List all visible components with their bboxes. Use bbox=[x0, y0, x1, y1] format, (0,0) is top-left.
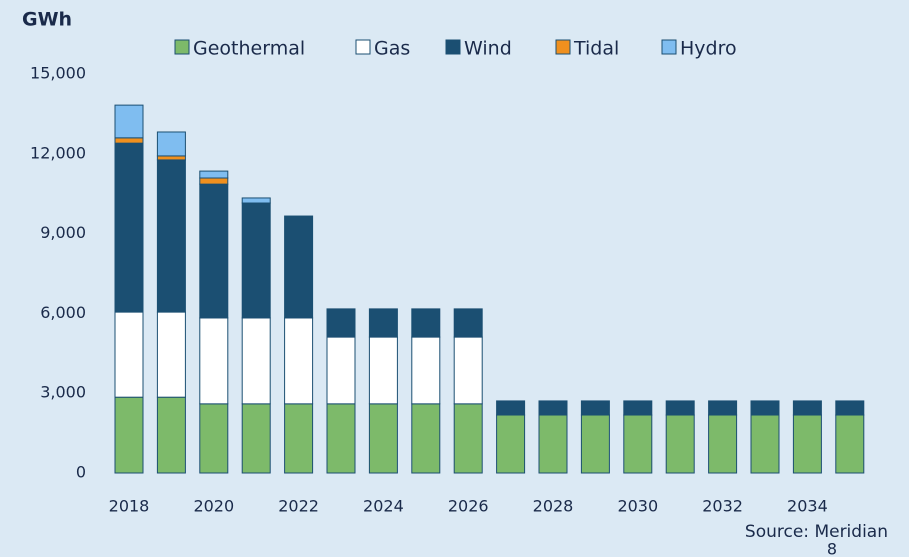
bar-segment bbox=[368, 403, 398, 474]
legend-label: Geothermal bbox=[193, 38, 305, 60]
bar-segment bbox=[708, 400, 738, 416]
bar-segment bbox=[453, 403, 483, 474]
bar-segment bbox=[199, 403, 229, 474]
bar-segment bbox=[114, 137, 144, 144]
bar-segment bbox=[199, 317, 229, 405]
bar-segment bbox=[284, 215, 314, 319]
bar-segment bbox=[156, 155, 186, 161]
y-tick-label: 6,000 bbox=[40, 303, 86, 322]
bar-segment bbox=[156, 311, 186, 398]
x-tick-label: 2020 bbox=[193, 497, 234, 516]
legend-label: Wind bbox=[464, 38, 512, 60]
x-tick-label: 2018 bbox=[109, 497, 150, 516]
legend-swatch bbox=[445, 39, 461, 55]
y-tick-label: 12,000 bbox=[30, 143, 86, 162]
bar-segment bbox=[156, 131, 186, 157]
bar-segment bbox=[241, 403, 271, 474]
bar-segment bbox=[114, 104, 144, 139]
legend-swatch bbox=[555, 39, 571, 55]
bar-segment bbox=[368, 336, 398, 405]
y-tick-label: 0 bbox=[76, 463, 86, 482]
bar-segment bbox=[284, 403, 314, 474]
bar-segment bbox=[835, 414, 865, 474]
y-tick-label: 15,000 bbox=[30, 64, 86, 83]
x-tick-label: 2034 bbox=[787, 497, 828, 516]
bar-segment bbox=[538, 400, 568, 416]
bar-segment bbox=[114, 311, 144, 398]
bar-segment bbox=[496, 414, 526, 474]
legend-label: Gas bbox=[374, 38, 410, 60]
y-tick-label: 9,000 bbox=[40, 223, 86, 242]
bar-segment bbox=[241, 317, 271, 405]
x-tick-label: 2026 bbox=[448, 497, 489, 516]
bar-segment bbox=[114, 142, 144, 313]
bar-segment bbox=[623, 414, 653, 474]
bar-segment bbox=[199, 183, 229, 319]
bar-segment bbox=[241, 202, 271, 319]
bar-segment bbox=[241, 197, 271, 204]
x-tick-label: 2028 bbox=[533, 497, 574, 516]
bar-segment bbox=[708, 414, 738, 474]
bar-segment bbox=[750, 414, 780, 474]
x-tick-label: 2022 bbox=[278, 497, 319, 516]
y-tick-label: 3,000 bbox=[40, 383, 86, 402]
x-tick-label: 2032 bbox=[702, 497, 743, 516]
bar-segment bbox=[411, 308, 441, 338]
legend-swatch bbox=[661, 39, 677, 55]
bar-segment bbox=[199, 170, 229, 179]
bar-segment bbox=[623, 400, 653, 416]
legend-label: Hydro bbox=[680, 38, 737, 60]
x-tick-label: 2030 bbox=[617, 497, 658, 516]
bar-segment bbox=[496, 400, 526, 416]
bar-segment bbox=[411, 336, 441, 405]
bar-segment bbox=[326, 336, 356, 405]
bar-segment bbox=[284, 317, 314, 405]
bar-segment bbox=[114, 396, 144, 474]
bar-segment bbox=[326, 308, 356, 338]
bar-segment bbox=[750, 400, 780, 416]
bar-segment bbox=[580, 400, 610, 416]
bar-segment bbox=[326, 403, 356, 474]
legend-swatch bbox=[355, 39, 371, 55]
bar-segment bbox=[156, 396, 186, 474]
bar-segment bbox=[368, 308, 398, 338]
bar-segment bbox=[199, 177, 229, 185]
bar-segment bbox=[665, 400, 695, 416]
bar-segment bbox=[792, 414, 822, 474]
page-number: 8 bbox=[827, 540, 837, 557]
bar-segment bbox=[453, 308, 483, 338]
bar-segment bbox=[835, 400, 865, 416]
bar-segment bbox=[665, 414, 695, 474]
source: Source: Meridian bbox=[745, 522, 888, 542]
bar-segment bbox=[156, 159, 186, 313]
legend-swatch bbox=[174, 39, 190, 55]
x-tick-label: 2024 bbox=[363, 497, 404, 516]
legend-label: Tidal bbox=[573, 38, 619, 60]
bar-segment bbox=[792, 400, 822, 416]
bar-segment bbox=[538, 414, 568, 474]
bar-segment bbox=[453, 336, 483, 405]
bar-segment bbox=[411, 403, 441, 474]
bar-segment bbox=[580, 414, 610, 474]
y-axis-label: GWh bbox=[22, 9, 72, 31]
